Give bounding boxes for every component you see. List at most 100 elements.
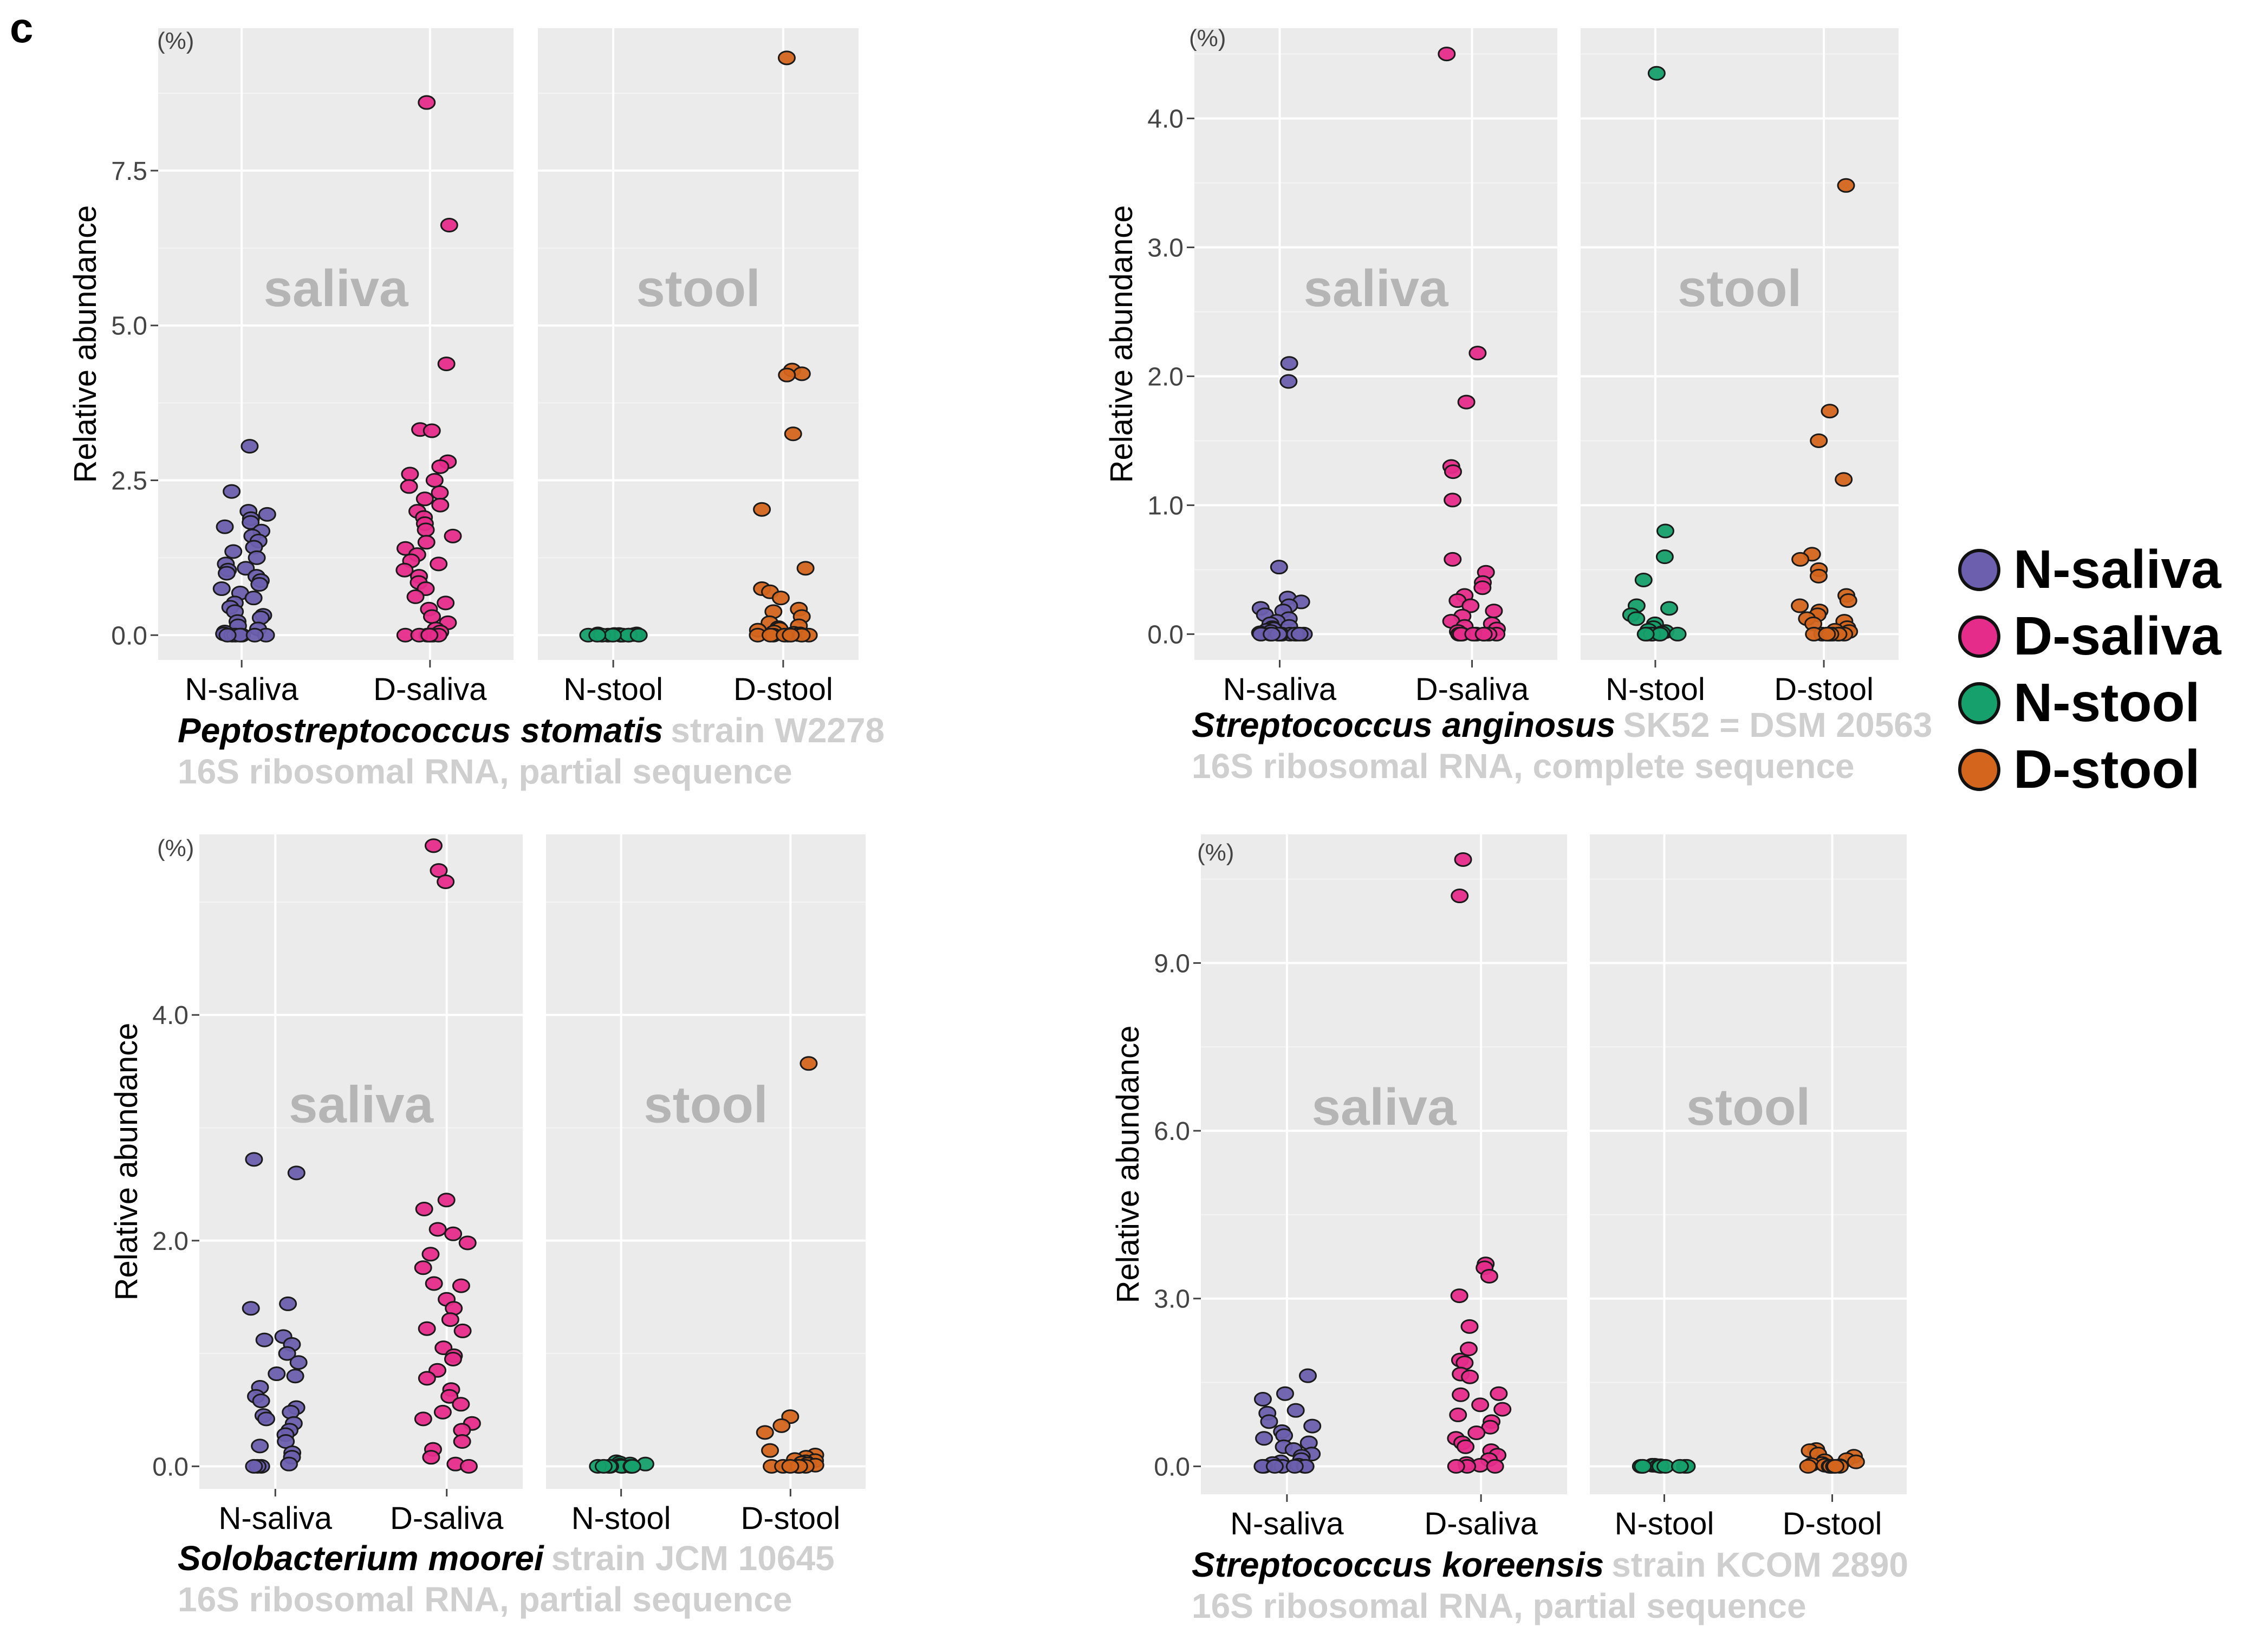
data-point-d-saliva xyxy=(415,1201,433,1216)
facet-panel-stool xyxy=(538,28,859,660)
data-point-d-saliva xyxy=(417,535,436,550)
data-point-d-saliva xyxy=(420,627,439,643)
data-point-n-stool xyxy=(603,627,622,643)
data-point-n-stool xyxy=(1627,611,1646,626)
data-point-d-saliva xyxy=(1459,1342,1478,1357)
legend-label: N-saliva xyxy=(2013,539,2221,600)
facet-label-stool: stool xyxy=(1678,260,1802,317)
data-point-d-stool xyxy=(1839,593,1857,608)
data-point-n-saliva xyxy=(212,581,231,597)
data-point-d-saliva xyxy=(415,491,434,507)
data-point-d-saliva xyxy=(1444,493,1462,508)
data-point-n-saliva xyxy=(278,1346,296,1361)
data-point-n-saliva xyxy=(216,519,234,534)
data-point-d-saliva xyxy=(423,609,441,624)
legend-item-d-stool: D-stool xyxy=(1958,736,2221,803)
data-point-d-saliva xyxy=(1444,464,1462,479)
y-axis-label: Relative abundance xyxy=(1110,1026,1146,1304)
strain-label: SK52 = DSM 20563 xyxy=(1623,705,1933,744)
y-tick-label: 1.0 xyxy=(1147,491,1184,520)
facet-label-saliva: saliva xyxy=(1312,1078,1457,1136)
y-tick-label: 2.0 xyxy=(152,1227,189,1256)
data-point-d-saliva xyxy=(431,497,450,513)
data-point-d-saliva xyxy=(453,1323,472,1338)
species-name: Peptostreptococcus stomatis xyxy=(178,711,664,750)
data-point-d-saliva xyxy=(1471,1397,1490,1412)
facet-panel-stool xyxy=(1590,834,1907,1494)
data-point-d-saliva xyxy=(1473,580,1492,595)
data-point-d-saliva xyxy=(1467,1425,1486,1440)
data-point-d-saliva xyxy=(401,466,419,482)
data-point-n-saliva xyxy=(252,1394,270,1409)
y-tick-label: 9.0 xyxy=(1154,949,1190,978)
y-tick-label: 3.0 xyxy=(1147,234,1184,263)
data-point-d-stool xyxy=(1835,472,1853,487)
x-tick-label: N-saliva xyxy=(219,1501,333,1536)
data-point-d-saliva xyxy=(444,1351,462,1366)
data-point-n-stool xyxy=(1655,549,1674,565)
data-point-n-saliva xyxy=(218,627,237,643)
data-point-n-saliva xyxy=(1255,1431,1273,1446)
data-point-d-stool xyxy=(772,1418,791,1433)
data-point-d-saliva xyxy=(1461,1369,1479,1384)
strain-label: strain KCOM 2890 xyxy=(1611,1545,1908,1584)
sequence-label: 16S ribosomal RNA, complete sequence xyxy=(1192,747,1855,786)
data-point-n-saliva xyxy=(279,1296,297,1311)
data-point-n-saliva xyxy=(1263,626,1281,641)
data-point-d-saliva xyxy=(418,95,436,110)
species-name: Streptococcus anginosus xyxy=(1192,705,1616,744)
y-tick-label: 2.5 xyxy=(111,466,147,495)
data-point-n-saliva xyxy=(1286,1403,1305,1418)
data-point-n-saliva xyxy=(242,1301,260,1316)
x-tick-label: N-saliva xyxy=(1230,1506,1344,1541)
y-tick-label: 7.5 xyxy=(111,157,147,186)
data-point-n-saliva xyxy=(1285,1459,1304,1474)
data-point-n-saliva xyxy=(224,544,243,559)
data-point-n-stool xyxy=(1634,572,1653,587)
data-point-d-stool xyxy=(1818,626,1836,641)
unit-label: (%) xyxy=(1189,25,1226,51)
data-point-d-saliva xyxy=(418,1371,436,1386)
data-point-d-stool xyxy=(756,1425,774,1440)
strain-label: strain W2278 xyxy=(671,711,885,750)
data-point-n-saliva xyxy=(245,627,264,643)
data-point-d-saliva xyxy=(1468,346,1487,361)
facet-panel-stool xyxy=(1581,28,1899,660)
data-point-d-stool xyxy=(778,367,796,383)
legend-item-d-saliva: D-saliva xyxy=(1958,603,2221,670)
data-point-d-saliva xyxy=(421,1247,440,1262)
legend: N-saliva D-saliva N-stool D-stool xyxy=(1958,536,2221,803)
data-point-d-stool xyxy=(800,1056,818,1071)
x-tick-label: D-saliva xyxy=(1424,1506,1538,1541)
x-tick-label: D-stool xyxy=(1774,672,1874,707)
data-point-n-stool xyxy=(623,1459,641,1474)
data-point-d-saliva xyxy=(1444,552,1462,567)
data-point-d-saliva xyxy=(453,1434,471,1449)
y-tick-label: 4.0 xyxy=(152,1001,189,1030)
x-tick-label: D-stool xyxy=(733,672,833,707)
data-point-n-saliva xyxy=(1253,1392,1272,1407)
species-name: Solobacterium moorei xyxy=(178,1539,544,1578)
data-point-n-saliva xyxy=(250,577,269,592)
caption-1: Peptostreptococcus stomatis strain W2278 … xyxy=(178,710,885,792)
facet-label-stool: stool xyxy=(636,260,760,317)
legend-label: N-stool xyxy=(2013,672,2200,733)
y-tick-label: 0.0 xyxy=(1154,1453,1190,1481)
data-point-d-saliva xyxy=(417,522,435,537)
data-point-n-saliva xyxy=(286,1369,304,1384)
data-point-n-stool xyxy=(1660,601,1679,616)
data-point-d-stool xyxy=(1791,598,1809,613)
data-point-n-saliva xyxy=(245,1459,263,1474)
facet-panel-saliva xyxy=(1194,28,1557,660)
data-point-n-stool xyxy=(1668,626,1687,641)
data-point-d-saliva xyxy=(437,874,455,889)
data-point-n-saliva xyxy=(241,439,259,454)
data-point-n-saliva xyxy=(1298,1368,1317,1383)
data-point-n-saliva xyxy=(1270,560,1288,575)
data-point-d-stool xyxy=(777,50,796,66)
legend-swatch-d-stool xyxy=(1958,748,2000,791)
legend-swatch-n-stool xyxy=(1958,682,2000,724)
data-point-n-stool xyxy=(588,627,607,643)
legend-swatch-n-saliva xyxy=(1958,548,2000,591)
sequence-label: 16S ribosomal RNA, partial sequence xyxy=(178,1580,792,1619)
